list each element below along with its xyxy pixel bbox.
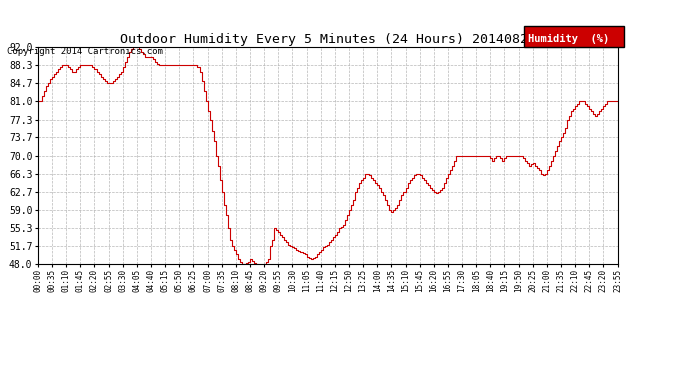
Title: Outdoor Humidity Every 5 Minutes (24 Hours) 20140828: Outdoor Humidity Every 5 Minutes (24 Hou… [120, 33, 535, 46]
Text: Humidity  (%): Humidity (%) [528, 34, 609, 44]
Text: Copyright 2014 Cartronics.com: Copyright 2014 Cartronics.com [7, 47, 163, 56]
